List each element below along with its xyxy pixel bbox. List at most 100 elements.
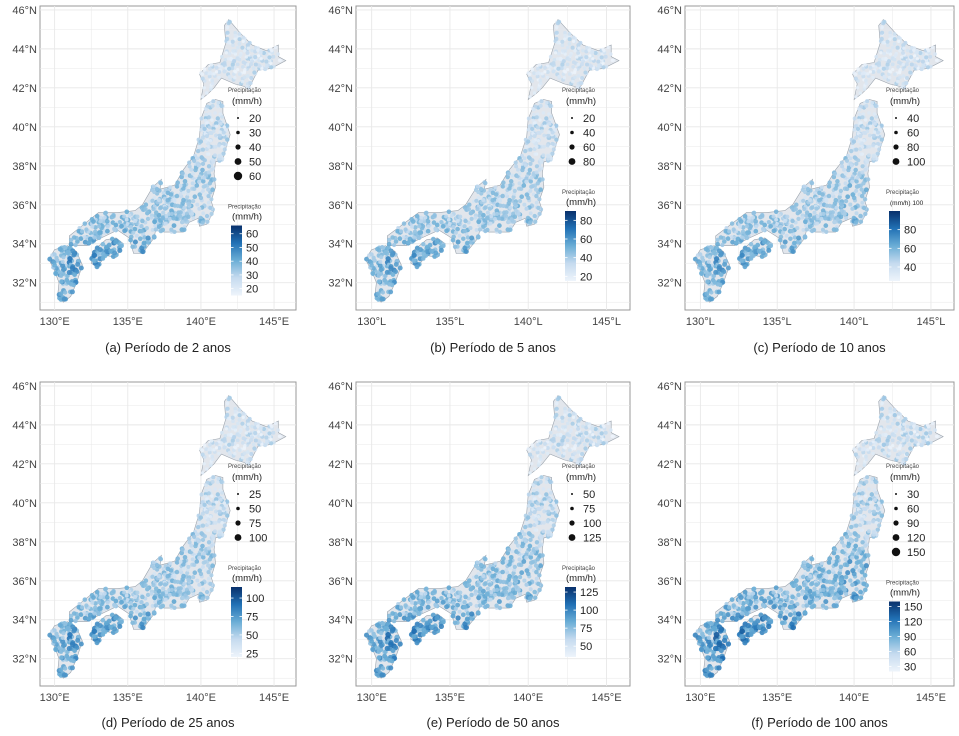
station-point — [866, 72, 870, 76]
station-point — [493, 185, 498, 190]
station-point — [860, 115, 865, 120]
station-point — [96, 235, 102, 241]
size-legend-label: 40 — [907, 113, 919, 125]
station-point — [369, 262, 374, 268]
station-point — [540, 553, 545, 558]
station-point — [567, 57, 572, 62]
station-point — [220, 520, 224, 525]
y-tick-label: 46°N — [328, 381, 353, 393]
panel-caption: (c) Período de 10 anos — [753, 340, 886, 355]
station-point — [785, 214, 790, 219]
station-point — [374, 295, 380, 301]
station-point — [844, 186, 850, 192]
station-point — [91, 258, 97, 263]
station-point — [827, 203, 832, 209]
station-point — [420, 632, 426, 637]
station-point — [573, 70, 577, 75]
station-point — [425, 219, 431, 224]
station-point — [200, 76, 205, 81]
station-point — [194, 183, 200, 188]
station-point — [208, 514, 213, 519]
station-point — [561, 59, 566, 64]
station-point — [893, 53, 898, 58]
station-point — [775, 222, 780, 227]
station-point — [556, 40, 560, 45]
station-point — [412, 611, 417, 616]
station-point — [444, 214, 449, 219]
station-point — [160, 216, 165, 221]
station-point — [259, 50, 263, 55]
station-point — [231, 424, 236, 429]
y-tick-label: 44°N — [328, 420, 353, 432]
station-point — [128, 613, 133, 619]
y-tick-label: 44°N — [12, 420, 37, 432]
station-point — [380, 621, 386, 626]
station-point — [104, 244, 109, 250]
station-point — [865, 126, 870, 131]
station-point — [521, 559, 527, 564]
station-point — [141, 616, 147, 622]
station-point — [216, 476, 221, 481]
station-point — [571, 415, 576, 420]
station-point — [270, 425, 274, 429]
station-point — [432, 212, 437, 218]
station-point — [277, 58, 282, 63]
station-point — [202, 462, 206, 466]
station-point — [583, 446, 588, 451]
station-point — [777, 237, 783, 243]
station-point — [836, 173, 841, 178]
station-point — [222, 61, 227, 66]
station-point — [519, 194, 525, 200]
station-point — [469, 611, 475, 617]
station-point — [528, 76, 533, 81]
station-point — [449, 213, 454, 218]
station-point — [532, 488, 536, 493]
station-point — [844, 158, 850, 163]
station-point — [551, 523, 556, 528]
station-point — [589, 64, 594, 69]
station-point — [855, 86, 860, 90]
station-point — [576, 450, 581, 454]
x-tick-label: 135°L — [763, 316, 792, 328]
station-point — [209, 211, 214, 216]
station-point — [550, 141, 555, 146]
station-point — [778, 225, 783, 230]
station-point — [222, 147, 227, 152]
station-point — [388, 665, 394, 671]
station-point — [401, 597, 407, 602]
station-point — [771, 228, 777, 234]
station-point — [861, 66, 866, 71]
station-point — [77, 225, 82, 231]
station-point — [705, 279, 710, 284]
station-point — [241, 411, 246, 416]
x-tick-label: 145°E — [916, 692, 946, 704]
station-point — [862, 197, 868, 202]
station-point — [904, 81, 909, 86]
station-point — [559, 66, 564, 71]
station-point — [201, 184, 206, 189]
station-point — [537, 543, 542, 548]
station-point — [854, 135, 859, 140]
station-point — [211, 160, 216, 165]
panel-caption: (d) Período de 25 anos — [102, 715, 235, 730]
station-point — [217, 509, 222, 514]
station-point — [207, 181, 213, 186]
station-point — [191, 592, 196, 596]
station-point — [536, 130, 541, 135]
station-point — [153, 223, 158, 228]
station-point — [820, 208, 826, 213]
station-point — [230, 39, 235, 44]
station-point — [205, 497, 209, 501]
x-tick-label: 145°E — [591, 692, 621, 704]
station-point — [498, 199, 502, 203]
station-point — [548, 65, 552, 69]
station-point — [862, 138, 866, 143]
station-point — [888, 52, 892, 56]
station-point — [876, 61, 881, 66]
station-point — [259, 433, 263, 437]
station-point — [533, 104, 538, 109]
station-point — [213, 144, 218, 149]
station-point — [908, 70, 913, 75]
station-point — [551, 69, 556, 74]
station-point — [204, 589, 210, 595]
